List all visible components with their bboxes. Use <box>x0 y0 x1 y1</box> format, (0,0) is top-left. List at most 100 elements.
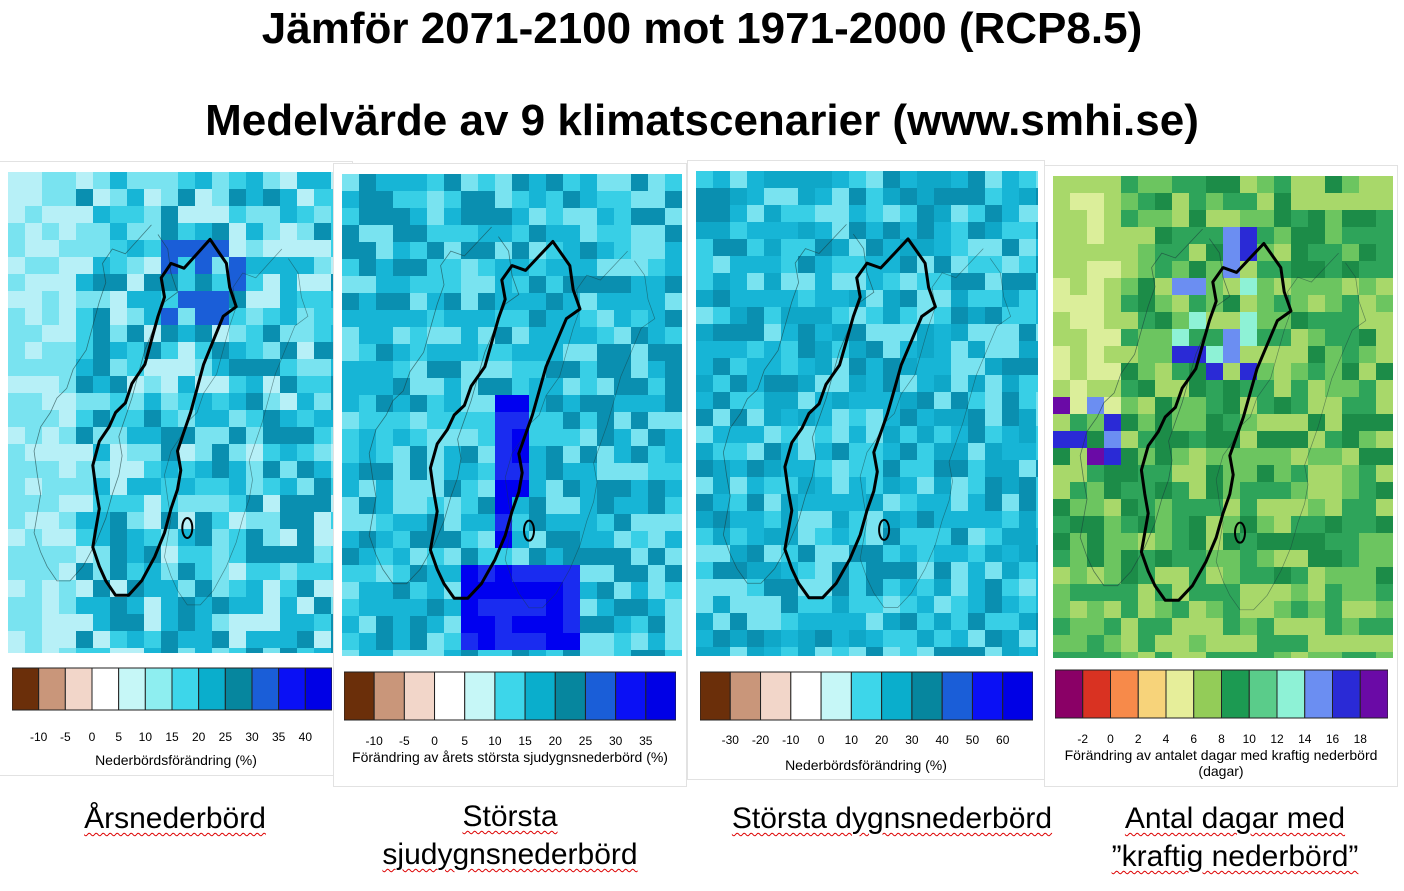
map-cell <box>985 596 1002 613</box>
map-cell <box>1087 465 1104 482</box>
map-cell <box>393 327 410 344</box>
map-cell <box>900 307 917 324</box>
map-cell <box>1036 596 1038 613</box>
map-cell <box>985 273 1002 290</box>
map-cell <box>1019 188 1036 205</box>
map-cell <box>696 307 713 324</box>
map-cell <box>410 582 427 599</box>
map-cell <box>951 511 968 528</box>
map-cell <box>597 548 614 565</box>
map-cell <box>1121 533 1138 550</box>
map-cell <box>461 344 478 361</box>
legend-swatch <box>65 668 92 710</box>
map-cell <box>1036 222 1038 239</box>
map-cell <box>297 325 314 342</box>
map-cell <box>1138 278 1155 295</box>
map-cell <box>127 172 144 189</box>
map-cell <box>444 565 461 582</box>
map-cell <box>59 291 76 308</box>
map-cell <box>985 545 1002 562</box>
map-cell <box>42 648 59 653</box>
map-cell <box>1240 261 1257 278</box>
map-cell <box>297 597 314 614</box>
map-cell <box>580 276 597 293</box>
map-cell <box>280 580 297 597</box>
map-cell <box>1257 414 1274 431</box>
map-cell <box>815 494 832 511</box>
map-cell <box>376 361 393 378</box>
map-cell <box>512 208 529 225</box>
legend-swatch <box>1333 670 1361 718</box>
map-cell <box>1325 193 1342 210</box>
map-cell <box>849 562 866 579</box>
map-cell <box>410 259 427 276</box>
map-cell <box>410 446 427 463</box>
map-cell <box>297 257 314 274</box>
map-cell <box>246 580 263 597</box>
map-cell <box>1087 635 1104 652</box>
map-cell <box>127 546 144 563</box>
map-cell <box>849 171 866 188</box>
map-cell <box>444 327 461 344</box>
map-cell <box>314 478 331 495</box>
map-cell <box>1053 635 1070 652</box>
map-cell <box>580 327 597 344</box>
map-cell <box>410 225 427 242</box>
legend-tick-label: -10 <box>366 734 383 748</box>
map-cell <box>195 648 212 653</box>
map-cell <box>127 257 144 274</box>
map-cell <box>563 344 580 361</box>
map-cell <box>934 426 951 443</box>
map-cell <box>968 630 985 647</box>
map-cell <box>1172 210 1189 227</box>
map-cell <box>1172 414 1189 431</box>
map-cell <box>195 308 212 325</box>
map-cell <box>110 546 127 563</box>
map-cell <box>1223 618 1240 635</box>
map-cell <box>1053 261 1070 278</box>
legend-swatch <box>1222 670 1250 718</box>
map-cell <box>1087 312 1104 329</box>
map-cell <box>110 495 127 512</box>
map-cell <box>1070 618 1087 635</box>
map-cell <box>8 359 25 376</box>
map-cell <box>1189 465 1206 482</box>
map-cell <box>495 344 512 361</box>
map-cell <box>1325 295 1342 312</box>
map-cell <box>144 461 161 478</box>
map-cell <box>648 480 665 497</box>
map-cell <box>229 240 246 257</box>
map-cell <box>1240 448 1257 465</box>
map-cell <box>25 257 42 274</box>
map-cell <box>747 307 764 324</box>
map-cell <box>93 410 110 427</box>
map-cell <box>1121 414 1138 431</box>
map-cell <box>900 545 917 562</box>
map-cell <box>8 546 25 563</box>
map-cell <box>1376 380 1393 397</box>
map-cell <box>512 361 529 378</box>
legend-title: Förändring av årets största sjudygnsnede… <box>334 749 686 765</box>
map-cell <box>1121 278 1138 295</box>
map-cell <box>1172 227 1189 244</box>
map-cell <box>563 242 580 259</box>
map-cell <box>314 308 331 325</box>
map-cell <box>76 495 93 512</box>
map-cell <box>614 548 631 565</box>
map-cell <box>1291 363 1308 380</box>
map-cell <box>410 344 427 361</box>
map-cell <box>614 293 631 310</box>
legend-tick-label: 30 <box>245 730 258 744</box>
map-cell <box>42 495 59 512</box>
map-cell <box>665 599 682 616</box>
map-cell <box>747 358 764 375</box>
map-cell <box>1002 205 1019 222</box>
map-cell <box>342 259 359 276</box>
map-cell <box>934 358 951 375</box>
map-cell <box>1036 307 1038 324</box>
map-cell <box>76 257 93 274</box>
map-cell <box>951 324 968 341</box>
map-cell <box>648 531 665 548</box>
map-cell <box>76 189 93 206</box>
map-cell <box>1172 482 1189 499</box>
